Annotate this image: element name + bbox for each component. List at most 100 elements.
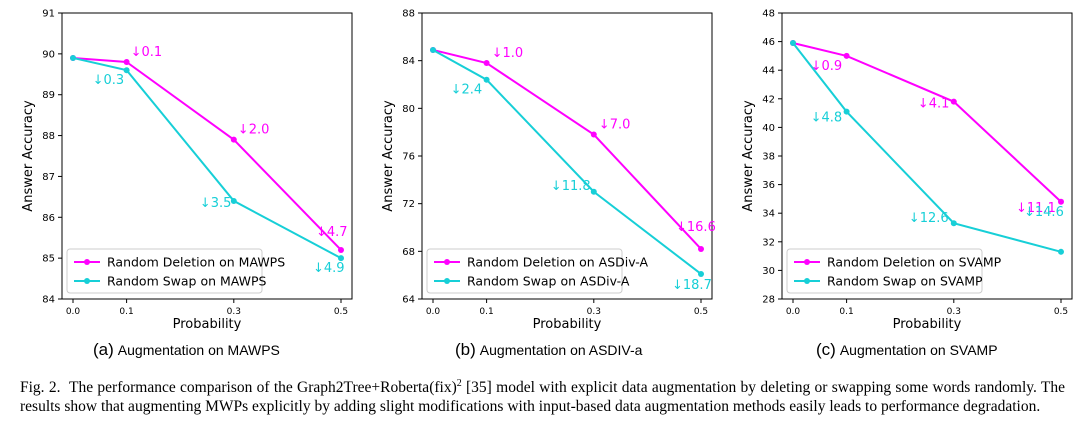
data-point	[843, 52, 850, 59]
panel-caption-b: (b) Augmentation on ASDIV-a	[455, 340, 642, 360]
series-line	[792, 42, 1062, 203]
data-point	[950, 98, 957, 105]
legend-box	[426, 248, 623, 294]
panel-caption-c: (c) Augmentation on SVAMP	[816, 340, 998, 360]
legend-swatch-marker	[444, 278, 450, 284]
x-tick-label: 0.5	[1054, 307, 1068, 317]
drop-annotation: ↓4.1	[918, 97, 950, 112]
legend-label: Random Deletion on SVAMP	[827, 255, 1002, 270]
drop-annotation: ↓11.8	[551, 179, 591, 194]
y-tick-label: 89	[42, 90, 55, 101]
legend-label: Random Deletion on MAWPS	[107, 255, 285, 270]
drop-annotation: ↓16.6	[676, 220, 716, 235]
drop-annotation: ↓2.4	[451, 83, 483, 98]
x-axis-label: Probability	[173, 317, 242, 332]
y-tick-label: 48	[762, 9, 775, 20]
x-tick-label: 0.3	[947, 307, 961, 317]
x-tick-label: 0.1	[839, 307, 853, 317]
data-point	[230, 197, 237, 204]
y-tick-label: 91	[42, 9, 55, 20]
y-axis-label: Answer Accuracy	[741, 100, 756, 212]
data-point	[950, 220, 957, 227]
chart-panel-a: 84 85 86 87 88 89 90 91 0.0 0.1 0.3 0.5 Probability A…	[21, 9, 353, 332]
x-axis-label: Probability	[533, 317, 602, 332]
data-point	[338, 255, 344, 262]
drop-annotation: ↓11.1	[1016, 201, 1056, 216]
x-tick-label: 0.5	[694, 307, 708, 317]
series-line	[792, 42, 1062, 253]
drop-annotation: ↓14.6	[1024, 205, 1064, 220]
data-point	[123, 67, 130, 74]
data-point	[70, 54, 76, 61]
data-point	[230, 136, 237, 143]
x-tick-label: 0.3	[587, 307, 601, 317]
y-axis-label: Answer Accuracy	[21, 100, 36, 212]
data-point	[790, 40, 796, 47]
y-tick-label: 68	[402, 247, 415, 258]
legend-swatch-marker	[804, 278, 810, 284]
legend-label: Random Swap on ASDiv-A	[467, 274, 630, 289]
panel-caption-text: Augmentation on SVAMP	[839, 342, 998, 358]
y-tick-label: 64	[402, 295, 415, 306]
x-tick-label: 0.0	[66, 307, 81, 317]
y-tick-label: 88	[42, 131, 55, 142]
legend-label: Random Swap on MAWPS	[107, 274, 267, 289]
drop-annotation: ↓1.0	[492, 46, 524, 61]
y-axis-label: Answer Accuracy	[381, 100, 396, 212]
panel-caption-a: (a) Augmentation on MAWPS	[93, 340, 280, 360]
y-tick-label: 40	[762, 123, 775, 134]
plot-frame	[61, 12, 353, 300]
drop-annotation: ↓0.1	[131, 45, 163, 60]
y-tick-label: 46	[762, 37, 775, 48]
x-tick-label: 0.0	[786, 307, 801, 317]
y-tick-label: 30	[762, 266, 775, 277]
panel-caption-tag: (c)	[816, 340, 836, 359]
figure-caption: Fig. 2. The performance comparison of th…	[20, 374, 1065, 416]
x-tick-label: 0.3	[227, 307, 241, 317]
figure-caption-text-rest: [35] model with explicit data augmentati…	[20, 379, 1065, 416]
figure-charts: 84 85 86 87 88 89 90 91 0.0 0.1 0.3 0.5 Probability A…	[21, 9, 1073, 332]
y-tick-label: 80	[402, 104, 415, 115]
drop-annotation: ↓7.0	[599, 118, 631, 133]
data-point	[698, 245, 704, 252]
chart-panel-c: 28 30 32 34 36 38 40 42 44 46 48 0.0 0.1 0.3 0.5 Probab…	[741, 9, 1073, 332]
series-line	[432, 49, 702, 275]
y-tick-label: 85	[42, 254, 55, 265]
data-point	[590, 188, 597, 195]
y-tick-label: 90	[42, 49, 55, 60]
footnote-marker: 2	[456, 378, 462, 389]
drop-annotation: ↓0.9	[811, 59, 843, 74]
drop-annotation: ↓18.7	[672, 278, 712, 293]
legend-swatch-marker	[444, 259, 450, 265]
series-line	[72, 56, 342, 251]
data-point	[698, 270, 704, 277]
y-tick-label: 88	[402, 9, 415, 20]
y-tick-label: 86	[42, 213, 55, 224]
y-tick-label: 87	[42, 172, 55, 183]
data-point	[483, 60, 490, 67]
data-point	[338, 246, 344, 253]
x-tick-label: 0.1	[119, 307, 133, 317]
drop-annotation: ↓0.3	[93, 73, 125, 88]
data-point	[590, 131, 597, 138]
legend-swatch-marker	[84, 259, 90, 265]
data-point	[1058, 248, 1064, 255]
legend-box	[66, 248, 263, 294]
panel-caption-text: Augmentation on MAWPS	[117, 342, 280, 358]
legend-swatch-marker	[804, 259, 810, 265]
legend-swatch-marker	[84, 278, 90, 284]
panel-caption-text: Augmentation on ASDIV-a	[479, 342, 643, 358]
x-tick-label: 0.0	[426, 307, 441, 317]
series-line	[72, 56, 342, 260]
y-tick-label: 38	[762, 152, 775, 163]
y-tick-label: 34	[762, 209, 775, 220]
data-point	[123, 59, 130, 66]
y-tick-label: 42	[762, 94, 775, 105]
data-point	[430, 46, 436, 53]
data-point	[843, 108, 850, 115]
legend-box	[786, 248, 983, 294]
drop-annotation: ↓4.8	[811, 111, 843, 126]
y-tick-label: 32	[762, 237, 775, 248]
drop-annotation: ↓4.9	[313, 261, 345, 276]
x-tick-label: 0.5	[334, 307, 348, 317]
